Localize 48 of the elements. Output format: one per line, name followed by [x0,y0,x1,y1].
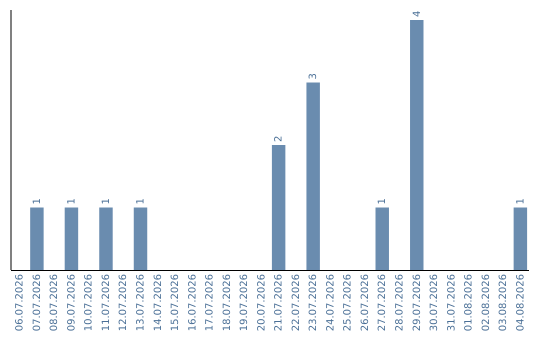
x-tick-label: 31.07.2026 [446,274,458,332]
x-tick-label: 28.07.2026 [394,274,406,332]
x-tick-label: 22.07.2026 [290,274,302,332]
x-tick-label: 09.07.2026 [66,274,78,332]
bar [410,20,424,270]
bar [306,82,320,270]
x-tick-label: 03.08.2026 [498,274,510,332]
x-tick-label: 30.07.2026 [429,274,440,332]
x-tick-label: 29.07.2026 [412,274,423,332]
x-tick-label: 01.08.2026 [464,274,475,332]
data-label: 1 [66,198,78,204]
x-tick-label: 13.07.2026 [136,274,146,332]
x-tick-label: 02.08.2026 [480,274,492,332]
bar [64,208,78,270]
data-label: 1 [515,198,526,204]
x-tick-label: 24.07.2026 [325,274,336,332]
x-tick-label: 23.07.2026 [308,274,320,332]
x-tick-label: 16.07.2026 [187,274,198,332]
x-tick-label: 27.07.2026 [377,274,388,332]
bar [376,208,389,270]
data-label: 1 [377,198,388,204]
x-tick-label: 25.07.2026 [342,274,354,332]
data-label: 1 [32,198,43,204]
x-tick-label: 08.07.2026 [49,274,60,332]
x-tick-label: 06.07.2026 [14,274,26,332]
bar [514,208,528,270]
x-tick-label: 04.08.2026 [515,274,526,332]
bar [134,208,148,270]
data-label: 4 [412,10,423,17]
bar [30,208,44,270]
bar [272,145,286,270]
data-label: 1 [100,198,112,204]
x-tick-label: 11.07.2026 [100,274,112,332]
x-tick-label: 17.07.2026 [204,274,216,332]
x-tick-label: 26.07.2026 [360,274,371,332]
x-tick-label: 12.07.2026 [118,274,130,332]
x-tick-label: 15.07.2026 [170,274,182,332]
x-tick-label: 07.07.2026 [32,274,43,332]
data-label: 2 [274,136,285,142]
x-tick-label: 14.07.2026 [152,274,164,332]
x-tick-label: 19.07.2026 [239,274,250,332]
x-tick-label: 18.07.2026 [222,274,233,332]
x-tick-label: 21.07.2026 [274,274,285,332]
bar [99,208,113,270]
x-tick-label: 10.07.2026 [84,274,95,332]
data-label: 1 [136,198,146,204]
data-label: 3 [308,73,320,80]
x-tick-label: 20.07.2026 [256,274,268,332]
